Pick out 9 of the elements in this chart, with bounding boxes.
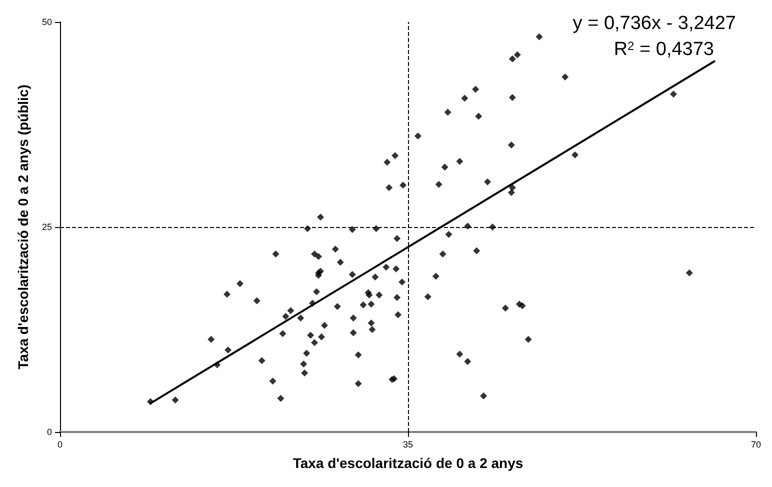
- y-tick-label: 25: [42, 222, 52, 232]
- x-tick-label: 35: [402, 440, 414, 450]
- annotation: y = 0,736x - 3,2427: [572, 13, 736, 34]
- y-tick-label: 50: [42, 17, 52, 27]
- x-tick-label: 70: [750, 440, 761, 450]
- y-tick-label: 0: [46, 427, 52, 437]
- x-axis-title: Taxa d'escolarització de 0 a 2 anys: [292, 455, 524, 471]
- x-tick-label: 0: [57, 440, 63, 450]
- y-axis-title: Taxa d'escolarització de 0 a 2 anys (públic): [15, 84, 31, 370]
